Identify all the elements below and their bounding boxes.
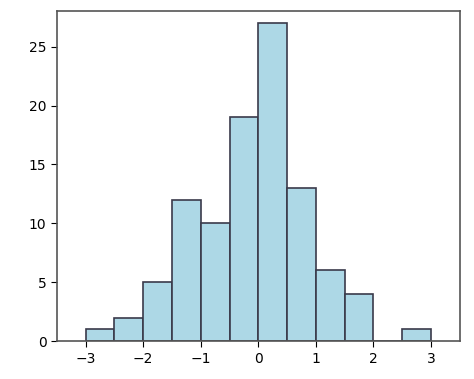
Bar bbox=[287, 188, 316, 341]
Bar bbox=[143, 282, 172, 341]
Bar bbox=[114, 318, 143, 341]
Bar bbox=[402, 329, 431, 341]
Bar bbox=[229, 117, 258, 341]
Bar bbox=[172, 200, 201, 341]
Bar bbox=[258, 23, 287, 341]
Bar bbox=[345, 294, 374, 341]
Bar bbox=[201, 223, 229, 341]
Bar bbox=[316, 271, 345, 341]
Bar bbox=[86, 329, 114, 341]
